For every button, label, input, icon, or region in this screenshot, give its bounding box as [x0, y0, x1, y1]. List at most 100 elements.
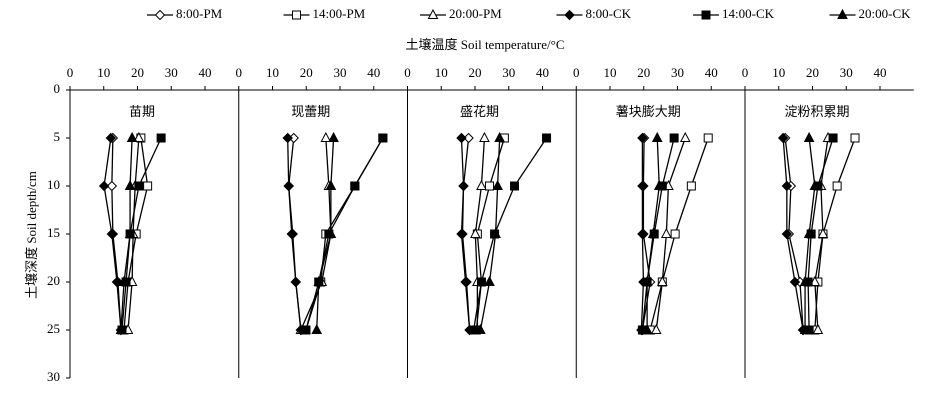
x-tick-label: 30: [502, 65, 515, 80]
data-point: [484, 275, 495, 286]
data-point: [118, 275, 130, 286]
x-tick-label: 10: [604, 65, 617, 80]
data-point: [686, 181, 696, 191]
data-point: [832, 181, 842, 191]
data-point: [458, 180, 469, 192]
panel-title: 淀粉积累期: [784, 104, 849, 119]
data-point: [111, 276, 123, 288]
data-point: [350, 181, 360, 191]
data-point: [490, 227, 501, 238]
data-point: [637, 180, 648, 192]
series-line: [473, 137, 548, 331]
data-point: [124, 227, 136, 238]
data-point: [463, 132, 474, 144]
data-point: [809, 179, 821, 190]
data-point: [320, 131, 332, 142]
data-point: [641, 275, 653, 286]
x-tick-label: 40: [199, 65, 212, 80]
data-point: [653, 179, 665, 190]
legend-marker: [154, 9, 166, 21]
data-point: [290, 276, 301, 288]
data-point: [799, 275, 811, 286]
x-tick-label: 20: [300, 65, 313, 80]
x-tick-label: 0: [236, 65, 243, 80]
data-point: [98, 180, 110, 192]
legend-label: 14:00-PM: [313, 6, 366, 21]
data-point: [456, 132, 467, 144]
data-point: [126, 131, 138, 142]
x-tick-label: 30: [671, 65, 684, 80]
legend-marker: [292, 10, 301, 20]
data-point: [637, 132, 648, 144]
data-point: [679, 131, 691, 142]
y-tick-label: 25: [47, 321, 60, 336]
panel-title: 苗期: [129, 104, 155, 119]
data-point: [828, 133, 838, 143]
x-tick-label: 30: [165, 65, 178, 80]
data-point: [817, 227, 829, 238]
data-point: [669, 133, 679, 143]
data-point: [777, 132, 789, 144]
data-point: [781, 180, 793, 192]
x-tick-label: 40: [536, 65, 549, 80]
legend-marker: [564, 9, 575, 21]
data-point: [656, 275, 668, 286]
x-tick-label: 0: [573, 65, 580, 80]
data-point: [475, 323, 486, 334]
legend-label: 14:00-CK: [722, 6, 775, 21]
data-point: [789, 276, 801, 288]
data-point: [661, 227, 672, 238]
data-point: [311, 323, 323, 334]
y-axis-label: 土壤深度 Soil depth/cm: [24, 171, 39, 299]
data-point: [378, 133, 388, 143]
x-tick-label: 20: [806, 65, 819, 80]
x-tick-label: 40: [367, 65, 380, 80]
legend-label: 8:00-PM: [176, 6, 223, 21]
data-point: [460, 276, 471, 288]
x-tick-label: 10: [435, 65, 448, 80]
data-point: [106, 228, 118, 240]
data-point: [283, 180, 294, 192]
data-point: [476, 179, 487, 190]
data-point: [105, 132, 117, 144]
data-point: [479, 131, 490, 142]
data-point: [647, 227, 659, 238]
x-axis-label: 土壤温度 Soil temperature/°C: [405, 37, 564, 52]
data-point: [641, 323, 653, 334]
y-tick-label: 20: [47, 273, 60, 288]
y-tick-label: 10: [47, 177, 60, 192]
data-point: [670, 229, 680, 239]
x-tick-label: 20: [469, 65, 482, 80]
data-point: [470, 227, 481, 238]
x-tick-label: 20: [637, 65, 650, 80]
data-point: [106, 180, 118, 192]
legend-marker: [837, 8, 848, 19]
y-tick-label: 30: [47, 369, 60, 384]
data-point: [325, 179, 337, 190]
data-point: [650, 323, 662, 334]
data-point: [509, 181, 519, 191]
x-tick-label: 0: [67, 65, 74, 80]
panel-title: 薯块膨大期: [616, 104, 681, 119]
x-tick-label: 10: [772, 65, 785, 80]
data-point: [476, 277, 486, 287]
data-point: [542, 133, 552, 143]
x-tick-label: 0: [404, 65, 411, 80]
panel-title: 现蕾期: [291, 104, 330, 119]
data-point: [287, 228, 298, 240]
data-point: [492, 179, 503, 190]
data-point: [651, 131, 663, 142]
x-tick-label: 0: [742, 65, 749, 80]
data-point: [124, 179, 136, 190]
panel-title: 盛花期: [460, 104, 499, 119]
data-point: [781, 228, 793, 240]
data-point: [282, 132, 293, 144]
legend-label: 20:00-CK: [859, 6, 912, 21]
legend-label: 8:00-CK: [586, 6, 632, 21]
data-point: [143, 181, 153, 191]
data-point: [494, 131, 505, 142]
y-tick-label: 15: [47, 225, 60, 240]
data-point: [313, 275, 325, 286]
data-point: [133, 131, 145, 142]
